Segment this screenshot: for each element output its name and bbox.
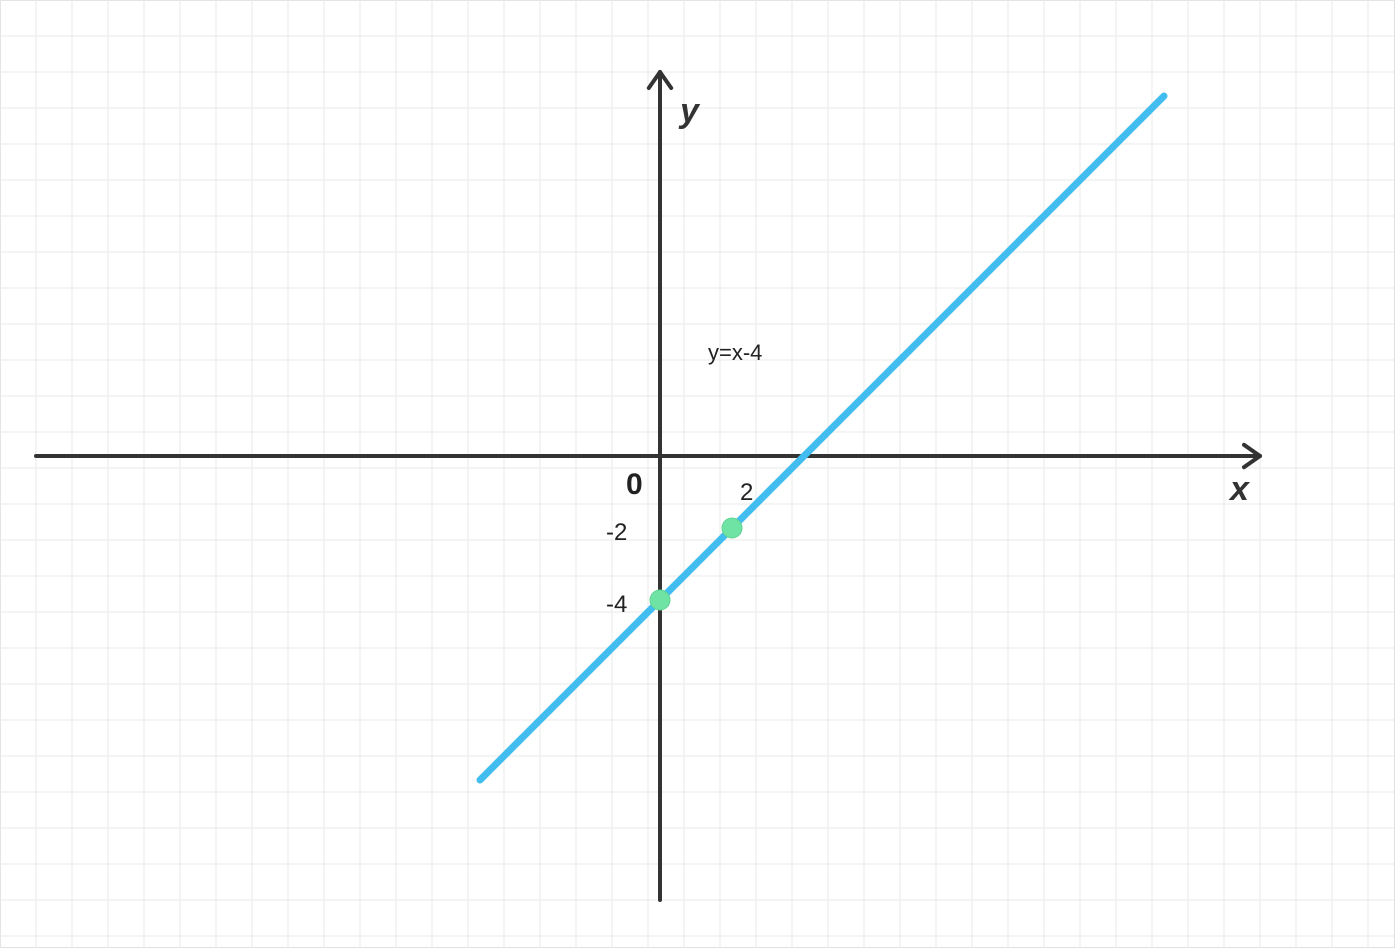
point-0 [650,590,670,610]
tick-label-2: -4 [606,591,627,618]
equation-label: y=x-4 [708,340,762,365]
chart-svg: y x 0 2 -2 -4 y=x-4 [0,0,1395,948]
point-1 [722,518,742,538]
linear-function-chart: y x 0 2 -2 -4 y=x-4 [0,0,1395,948]
origin-label: 0 [626,468,643,501]
tick-label-1: -2 [606,519,627,546]
tick-label-0: 2 [740,479,753,506]
y-axis-label: y [678,92,701,130]
grid [0,0,1395,948]
x-axis-label: x [1228,470,1251,508]
